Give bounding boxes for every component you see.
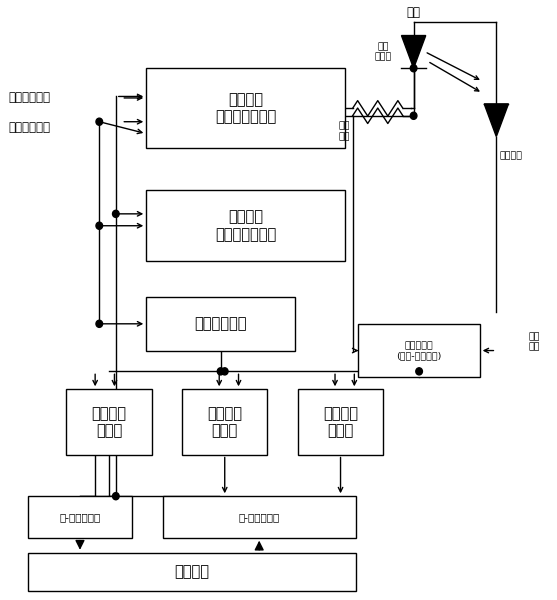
Circle shape	[113, 210, 119, 217]
Circle shape	[416, 368, 422, 375]
FancyBboxPatch shape	[182, 389, 267, 455]
Text: 数-模转换电路: 数-模转换电路	[60, 512, 101, 522]
Circle shape	[411, 65, 417, 72]
Text: 突发使能信号: 突发使能信号	[8, 121, 50, 134]
FancyBboxPatch shape	[146, 190, 345, 262]
Polygon shape	[484, 104, 509, 137]
FancyBboxPatch shape	[298, 389, 383, 455]
FancyBboxPatch shape	[359, 324, 480, 377]
Text: 峰值提取
与保持: 峰值提取 与保持	[91, 406, 126, 438]
FancyBboxPatch shape	[146, 68, 345, 148]
Text: 突发模式
激光器偏置电路: 突发模式 激光器偏置电路	[215, 209, 276, 242]
Text: 监测
电流: 监测 电流	[529, 332, 540, 352]
Circle shape	[113, 493, 119, 500]
Circle shape	[411, 112, 417, 119]
Text: 电源: 电源	[407, 7, 421, 19]
Text: 谷值提取
与保持: 谷值提取 与保持	[207, 406, 242, 438]
Text: 监测
电压: 监测 电压	[339, 122, 350, 141]
Text: 突发模式
激光器调制电路: 突发模式 激光器调制电路	[215, 92, 276, 125]
Polygon shape	[402, 35, 426, 68]
Text: 模-数转换电路: 模-数转换电路	[238, 512, 280, 522]
Circle shape	[222, 368, 228, 375]
FancyBboxPatch shape	[28, 496, 133, 538]
FancyBboxPatch shape	[163, 496, 356, 538]
FancyBboxPatch shape	[66, 389, 152, 455]
Text: 均值采样
与保持: 均值采样 与保持	[323, 406, 358, 438]
Text: 突发数据信号: 突发数据信号	[8, 91, 50, 104]
Circle shape	[96, 118, 102, 125]
Circle shape	[96, 222, 102, 229]
Text: 光检测器: 光检测器	[499, 151, 522, 160]
Text: 激光
二极管: 激光 二极管	[375, 42, 392, 61]
Circle shape	[217, 368, 224, 375]
Text: 微控制器: 微控制器	[174, 565, 209, 580]
Circle shape	[96, 320, 102, 328]
FancyBboxPatch shape	[146, 297, 295, 350]
Text: 复位信号生成: 复位信号生成	[194, 316, 247, 331]
FancyBboxPatch shape	[28, 553, 356, 591]
Text: 跨导放大器
(电流-电压转换): 跨导放大器 (电流-电压转换)	[397, 341, 442, 360]
